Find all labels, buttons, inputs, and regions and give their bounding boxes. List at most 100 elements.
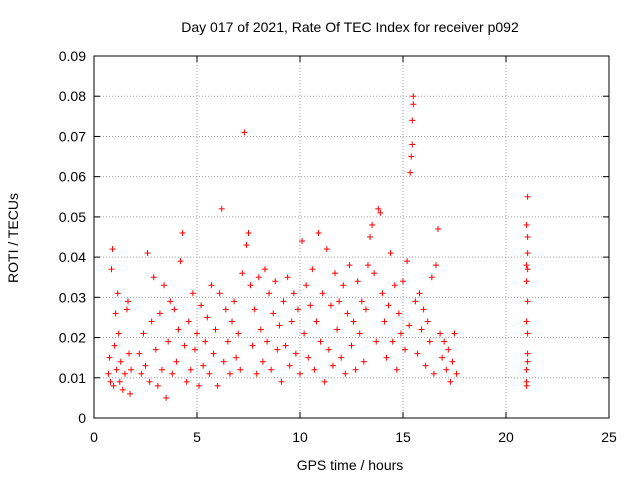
data-point (524, 266, 531, 273)
data-point (185, 318, 192, 325)
data-point (150, 274, 157, 281)
y-tick-label: 0.08 (59, 88, 86, 104)
data-point (183, 378, 190, 385)
data-point (224, 338, 231, 345)
data-point (119, 386, 126, 393)
data-point (264, 338, 271, 345)
data-point (523, 318, 530, 325)
data-point (253, 370, 260, 377)
data-point (288, 318, 295, 325)
data-point (523, 378, 530, 385)
data-point (292, 350, 299, 357)
data-point (220, 358, 227, 365)
data-point (255, 274, 262, 281)
data-point (115, 330, 122, 337)
data-point (313, 318, 320, 325)
y-tick-label: 0.05 (59, 209, 86, 225)
data-point (276, 322, 283, 329)
data-point (323, 246, 330, 253)
data-point (138, 370, 145, 377)
data-point (249, 342, 256, 349)
data-point (424, 318, 431, 325)
data-point (247, 282, 254, 289)
data-point (297, 370, 303, 377)
data-point (268, 366, 275, 373)
data-point (165, 338, 172, 345)
data-point (334, 326, 341, 333)
data-point (348, 342, 355, 349)
data-point (524, 358, 531, 365)
y-tick-label: 0.02 (59, 330, 86, 346)
data-point (121, 370, 128, 377)
data-point (272, 278, 279, 285)
data-point (229, 318, 236, 325)
data-point (449, 358, 456, 365)
data-point (379, 290, 386, 297)
data-point (435, 225, 442, 232)
data-point (243, 242, 250, 249)
data-point (362, 306, 369, 313)
data-point (144, 250, 151, 257)
data-point (111, 342, 118, 349)
data-point (409, 117, 416, 124)
data-point (369, 221, 376, 228)
data-point (453, 370, 460, 377)
x-tick-label: 0 (90, 429, 98, 445)
data-point (319, 290, 326, 297)
data-point (321, 378, 328, 385)
data-point (169, 370, 176, 377)
data-point (251, 306, 258, 313)
data-point (294, 306, 301, 313)
data-point (237, 366, 244, 373)
data-point (148, 318, 155, 325)
data-point (523, 221, 530, 228)
data-point (245, 229, 252, 236)
y-tick-label: 0.04 (59, 249, 86, 265)
data-point (391, 282, 398, 289)
plot-frame (93, 55, 610, 419)
data-point (412, 298, 419, 305)
data-point (235, 330, 242, 337)
data-point (354, 278, 361, 285)
data-point (181, 342, 188, 349)
data-point (142, 362, 149, 369)
data-point (299, 238, 306, 245)
data-point (346, 262, 353, 269)
data-point (439, 354, 446, 361)
data-point (301, 330, 308, 337)
data-point (257, 326, 264, 333)
data-point (524, 350, 531, 357)
data-point (140, 330, 147, 337)
data-point (127, 390, 134, 397)
data-point (305, 354, 312, 361)
data-point (404, 258, 411, 265)
data-point (524, 250, 531, 257)
data-point (441, 338, 448, 345)
data-point (200, 362, 207, 369)
data-point (282, 342, 289, 349)
data-point (152, 346, 159, 353)
data-point (112, 310, 119, 317)
data-point (206, 370, 213, 377)
data-point (409, 141, 416, 148)
data-point (218, 205, 225, 212)
data-point (210, 350, 217, 357)
data-point (408, 153, 415, 160)
data-point (430, 370, 437, 377)
data-point (443, 366, 450, 373)
y-tick-label: 0.03 (59, 289, 86, 305)
data-point (400, 278, 406, 285)
data-point (175, 326, 182, 333)
data-point (338, 354, 345, 361)
data-point (114, 290, 121, 297)
data-point (158, 366, 165, 373)
data-point (325, 346, 332, 353)
data-point (317, 338, 324, 345)
data-points-layer (105, 93, 531, 401)
data-point (360, 358, 367, 365)
data-point (167, 298, 174, 305)
data-point (445, 346, 452, 353)
data-point (344, 310, 351, 317)
x-tick-label: 5 (193, 429, 201, 445)
